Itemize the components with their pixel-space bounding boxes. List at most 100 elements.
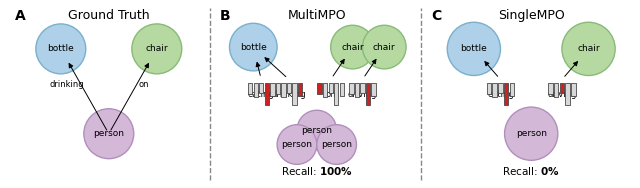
Bar xyxy=(554,83,559,97)
Bar xyxy=(371,83,376,96)
Bar xyxy=(493,83,497,97)
Bar xyxy=(548,83,553,94)
Bar xyxy=(248,83,252,94)
Text: bottle: bottle xyxy=(461,44,487,53)
Bar xyxy=(340,83,344,96)
Bar xyxy=(487,83,492,94)
Text: eating: eating xyxy=(487,90,514,99)
Ellipse shape xyxy=(84,109,134,159)
Bar xyxy=(264,83,269,105)
Text: Recall:: Recall: xyxy=(0,187,1,188)
Ellipse shape xyxy=(562,22,615,76)
Bar xyxy=(571,83,575,96)
Ellipse shape xyxy=(504,107,558,160)
Text: chair: chair xyxy=(577,44,600,53)
Text: person: person xyxy=(93,129,124,138)
Text: chair: chair xyxy=(145,44,168,53)
Text: eating: eating xyxy=(248,90,275,99)
Bar xyxy=(487,83,492,94)
Bar xyxy=(276,83,280,94)
Text: bottle: bottle xyxy=(240,42,267,52)
Text: driving: driving xyxy=(547,90,577,99)
Bar xyxy=(287,83,291,92)
Bar xyxy=(493,83,497,97)
Text: B: B xyxy=(220,9,230,23)
Text: person: person xyxy=(301,126,332,135)
Bar xyxy=(509,83,514,96)
Text: person: person xyxy=(321,140,352,149)
Bar xyxy=(276,83,280,94)
Bar xyxy=(565,83,570,105)
Bar xyxy=(292,83,297,105)
Text: Ground Truth: Ground Truth xyxy=(68,9,150,22)
Bar xyxy=(349,83,353,94)
Text: Recall: 0%: Recall: 0% xyxy=(0,187,1,188)
Bar xyxy=(287,83,291,92)
Bar xyxy=(253,83,258,97)
Bar xyxy=(270,83,275,96)
Text: Recall: $\bf{0\%}$: Recall: $\bf{0\%}$ xyxy=(502,165,560,177)
Bar xyxy=(559,83,564,92)
Bar xyxy=(554,83,559,97)
Bar xyxy=(355,83,359,97)
Ellipse shape xyxy=(362,25,406,69)
Bar xyxy=(248,83,252,94)
Bar xyxy=(349,83,353,94)
Bar xyxy=(355,83,359,97)
Bar xyxy=(292,83,297,105)
Bar xyxy=(259,83,264,92)
Bar xyxy=(366,83,370,105)
Text: Recall: 100%: Recall: 100% xyxy=(0,187,1,188)
Text: person: person xyxy=(282,140,312,149)
Ellipse shape xyxy=(331,25,374,69)
Text: driving: driving xyxy=(348,90,377,99)
Bar xyxy=(317,83,322,94)
Text: on: on xyxy=(325,90,336,99)
Text: A: A xyxy=(15,9,26,23)
Text: bottle: bottle xyxy=(47,44,74,53)
Bar xyxy=(504,83,508,105)
Ellipse shape xyxy=(36,24,86,74)
Text: drinking: drinking xyxy=(49,80,84,89)
Bar xyxy=(317,83,322,94)
Bar xyxy=(360,83,365,92)
Bar xyxy=(360,83,365,92)
Text: chair: chair xyxy=(373,42,396,52)
Ellipse shape xyxy=(317,125,356,164)
Bar xyxy=(334,83,339,105)
Bar xyxy=(264,83,269,105)
Text: MultiMPO: MultiMPO xyxy=(287,9,346,22)
Text: Recall:: Recall: xyxy=(0,187,1,188)
Bar xyxy=(282,83,285,97)
Ellipse shape xyxy=(297,110,337,150)
Bar xyxy=(323,83,327,97)
Text: Recall: 100%: Recall: 100% xyxy=(0,187,1,188)
Text: Recall: $\bf{100\%}$: Recall: $\bf{100\%}$ xyxy=(281,165,353,177)
Bar xyxy=(559,83,564,92)
Ellipse shape xyxy=(277,125,317,164)
Bar xyxy=(328,83,333,92)
Bar xyxy=(366,83,370,105)
Bar xyxy=(571,83,575,96)
Bar xyxy=(498,83,503,92)
Ellipse shape xyxy=(447,22,500,76)
Bar xyxy=(259,83,264,92)
Bar xyxy=(371,83,376,96)
Ellipse shape xyxy=(230,23,277,71)
Text: SingleMPO: SingleMPO xyxy=(498,9,564,22)
Text: person: person xyxy=(516,129,547,138)
Bar xyxy=(509,83,514,96)
Bar xyxy=(323,83,327,97)
Bar xyxy=(504,83,508,105)
Bar xyxy=(253,83,258,97)
Bar xyxy=(298,83,302,96)
Ellipse shape xyxy=(132,24,182,74)
Text: drinking: drinking xyxy=(272,90,307,99)
Bar xyxy=(565,83,570,105)
Text: Recall: 0%: Recall: 0% xyxy=(0,187,1,188)
Bar xyxy=(340,83,344,96)
Text: chair: chair xyxy=(341,42,364,52)
Bar xyxy=(270,83,275,96)
Bar xyxy=(298,83,302,96)
Text: C: C xyxy=(431,9,441,23)
